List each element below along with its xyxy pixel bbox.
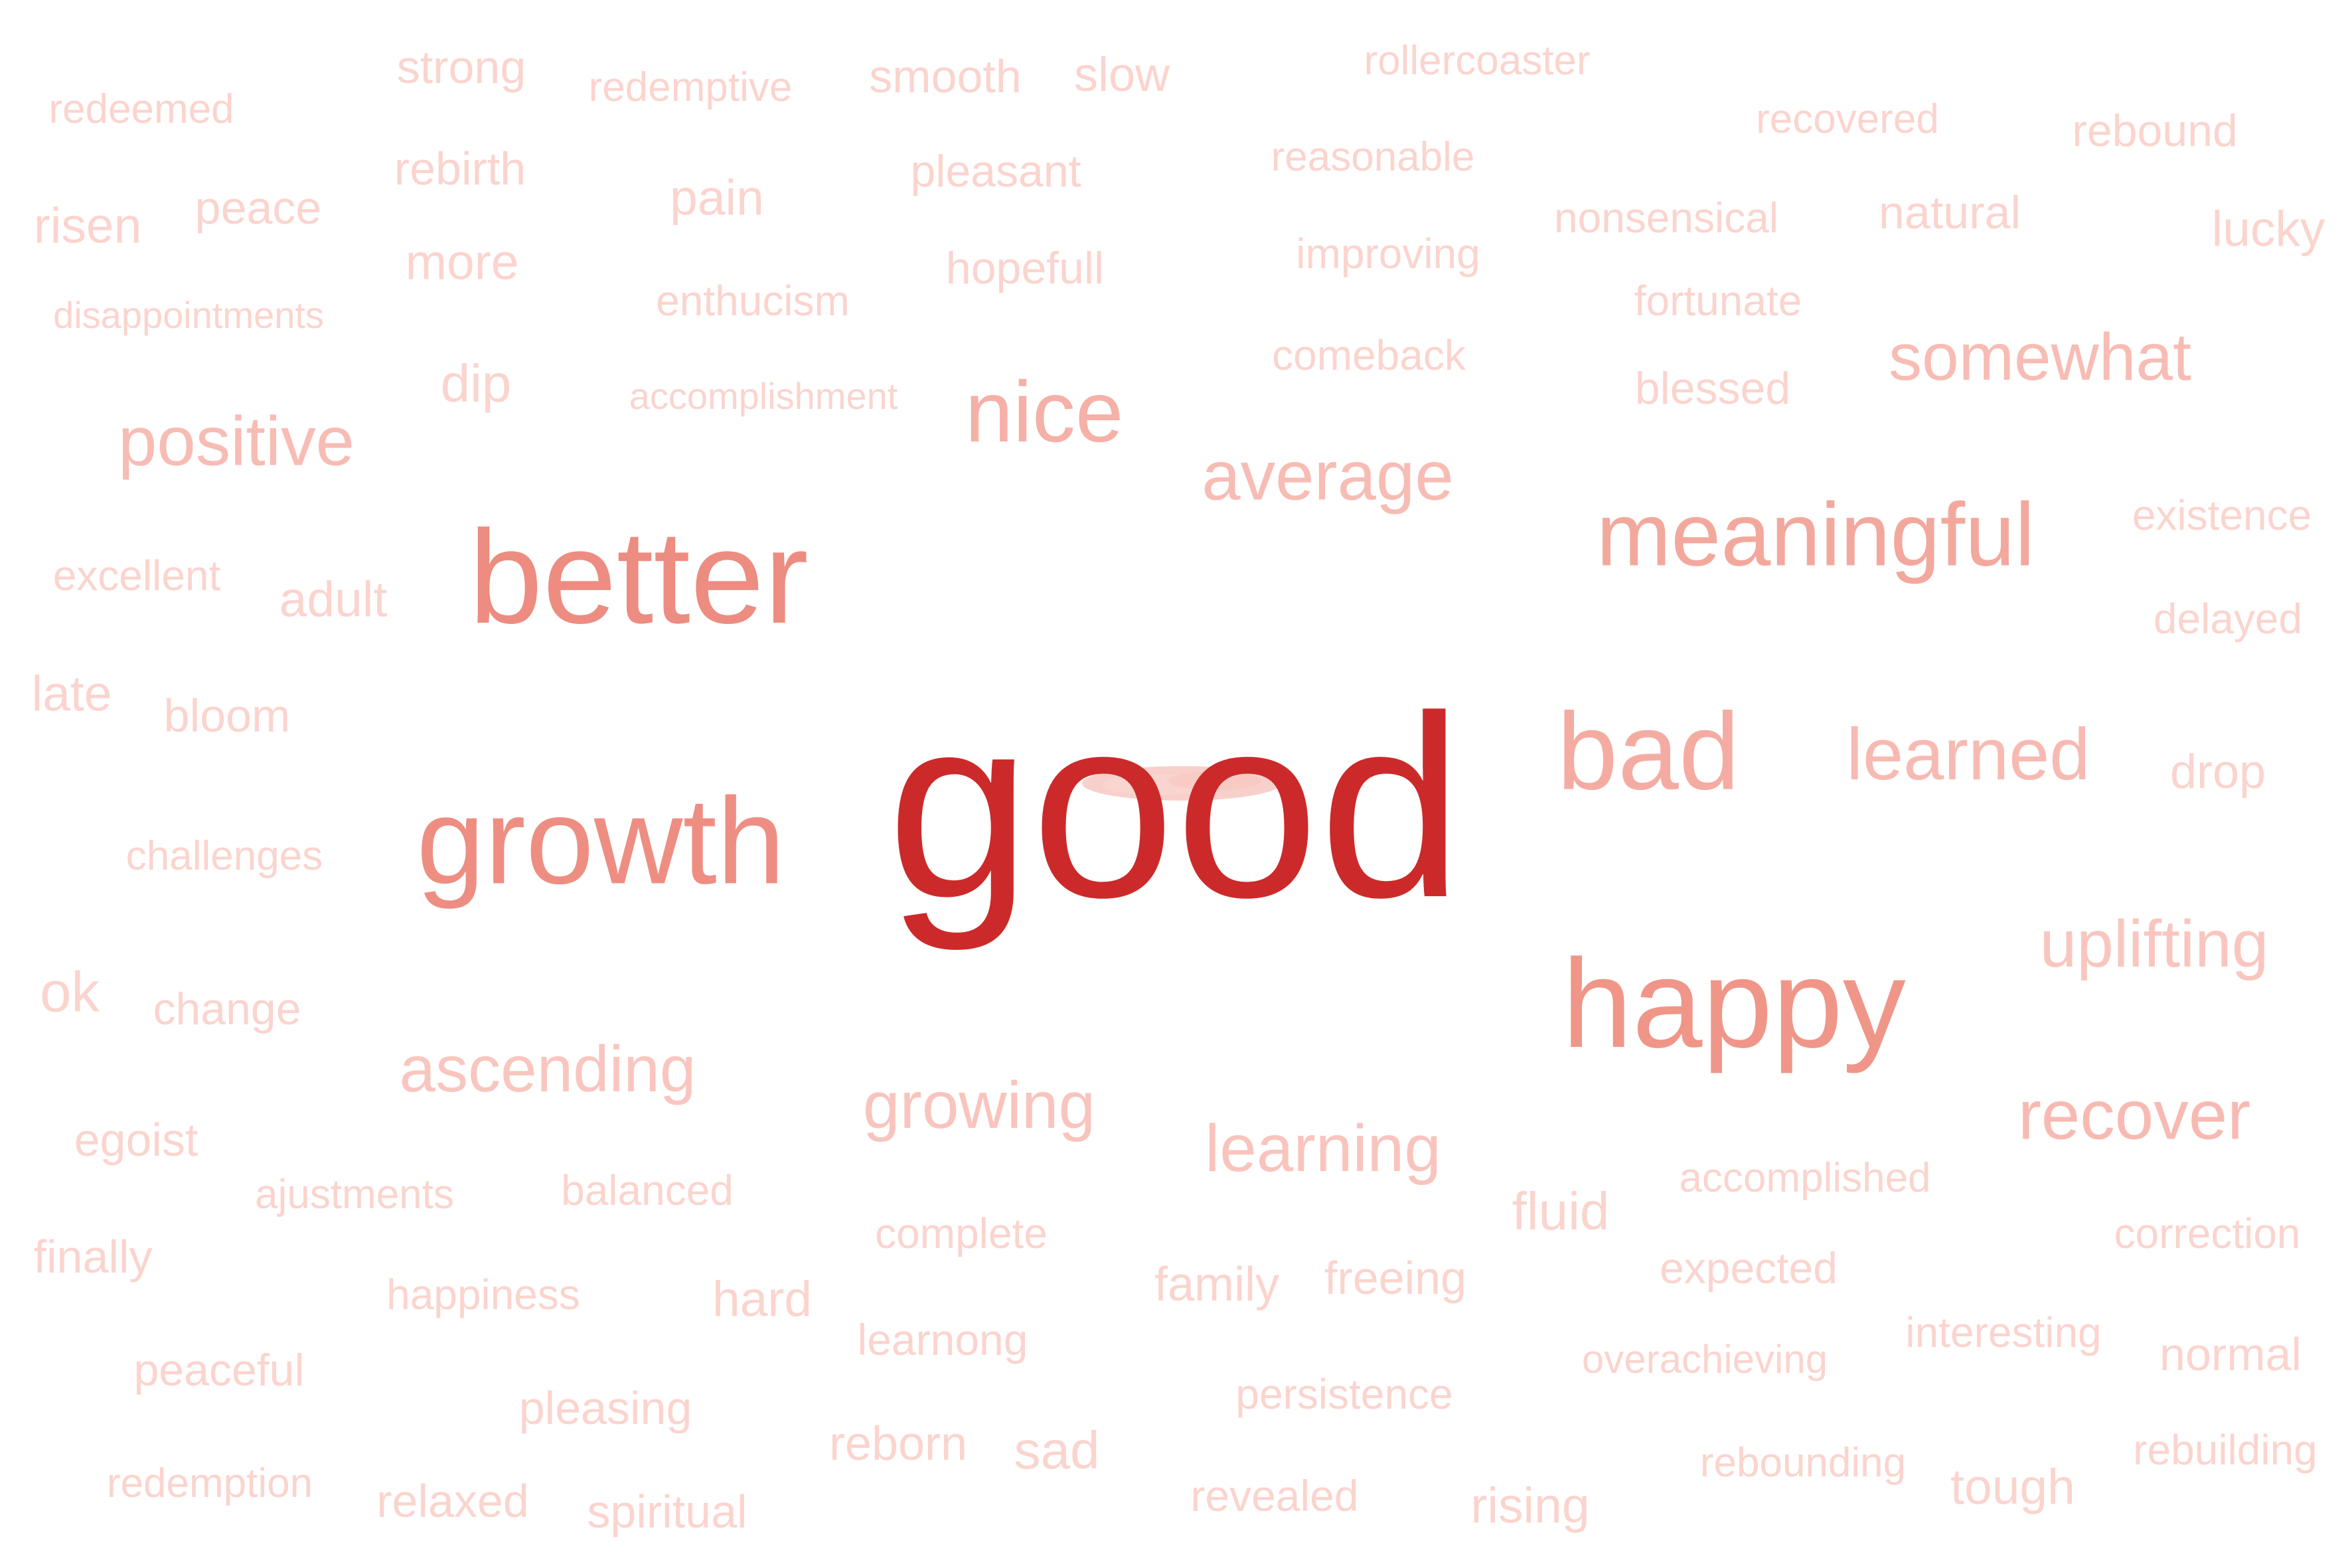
word-improving: improving — [1296, 230, 1480, 277]
word-ascending: ascending — [399, 1032, 696, 1105]
word-dip: dip — [440, 354, 512, 413]
word-blessed: blessed — [1634, 363, 1791, 414]
word-hopefull: hopefull — [945, 243, 1105, 293]
word-redemptive: redemptive — [588, 64, 793, 110]
word-rebounding: rebounding — [1699, 1440, 1907, 1486]
word-reasonable: reasonable — [1271, 134, 1475, 180]
word-existence: existence — [2132, 491, 2312, 539]
word-redemption: redemption — [106, 1460, 313, 1506]
word-expected: expected — [1660, 1243, 1838, 1293]
word-tough: tough — [1950, 1458, 2075, 1515]
word-comeback: comeback — [1272, 331, 1466, 379]
word-slow: slow — [1073, 48, 1170, 102]
word-happy: happy — [1562, 933, 1906, 1074]
word-balanced: balanced — [561, 1166, 734, 1214]
word-recovered: recovered — [1756, 96, 1939, 142]
word-redeemed: redeemed — [48, 86, 234, 132]
word-persistence: persistence — [1235, 1370, 1453, 1418]
word-average: average — [1202, 437, 1454, 515]
word-sad: sad — [1014, 1421, 1100, 1480]
word-nice: nice — [965, 363, 1124, 460]
word-delayed: delayed — [2153, 595, 2303, 643]
word-learned: learned — [1846, 714, 2090, 795]
word-risen: risen — [33, 197, 142, 254]
word-adult: adult — [279, 571, 388, 627]
word-somewhat: somewhat — [1889, 320, 2191, 394]
word-strong: strong — [396, 41, 526, 93]
word-better: better — [469, 503, 809, 651]
word-interesting: interesting — [1905, 1308, 2102, 1356]
word-bad: bad — [1557, 690, 1740, 813]
word-normal: normal — [2159, 1328, 2302, 1380]
word-pleasant: pleasant — [910, 146, 1081, 196]
word-revealed: revealed — [1190, 1471, 1359, 1520]
word-uplifting: uplifting — [2039, 907, 2269, 981]
word-bloom: bloom — [163, 690, 291, 742]
word-smooth: smooth — [869, 50, 1022, 102]
word-correction: correction — [2114, 1210, 2301, 1257]
word-natural: natural — [1878, 187, 2021, 238]
word-accomplished: accomplished — [1679, 1155, 1931, 1201]
word-nonsensical: nonsensical — [1554, 194, 1778, 242]
word-meaningful: meaningful — [1596, 484, 2035, 585]
word-spiritual: spiritual — [587, 1486, 747, 1537]
word-pleasing: pleasing — [518, 1382, 692, 1434]
word-overachieving: overachieving — [1581, 1337, 1828, 1381]
word-rollercoaster: rollercoaster — [1364, 38, 1591, 84]
word-complete: complete — [875, 1210, 1048, 1257]
word-excellent: excellent — [52, 552, 221, 599]
word-rebirth: rebirth — [394, 143, 526, 195]
word-fortunate: fortunate — [1634, 277, 1802, 325]
word-disappointments: disappointments — [53, 294, 324, 336]
word-positive: positive — [118, 402, 355, 481]
word-rebound: rebound — [2072, 106, 2238, 156]
overlapping-small-words — [1082, 766, 1281, 801]
word-ok: ok — [40, 961, 100, 1024]
word-egoist: egoist — [74, 1114, 198, 1166]
word-reborn: reborn — [828, 1417, 968, 1470]
word-relaxed: relaxed — [376, 1475, 529, 1527]
word-fluid: fluid — [1512, 1182, 1610, 1241]
word-drop: drop — [2169, 745, 2266, 799]
word-learning: learning — [1205, 1111, 1441, 1186]
word-happiness: happiness — [386, 1271, 580, 1318]
word-peace: peace — [195, 182, 322, 234]
word-accomplishment: accomplishment — [629, 375, 898, 417]
word-family: family — [1154, 1258, 1280, 1311]
word-hard: hard — [712, 1271, 813, 1327]
word-freeing: freeing — [1324, 1252, 1467, 1304]
word-challenges: challenges — [125, 833, 323, 879]
word-lucky: lucky — [2211, 200, 2325, 257]
word-recover: recover — [2017, 1076, 2251, 1154]
word-ajustments: ajustments — [255, 1172, 454, 1217]
word-more: more — [405, 234, 519, 290]
word-finally: finally — [33, 1231, 153, 1283]
word-rebuilding: rebuilding — [2133, 1426, 2317, 1474]
word-peaceful: peaceful — [133, 1345, 305, 1395]
word-growth: growth — [416, 773, 785, 910]
word-late: late — [31, 665, 112, 722]
word-pain: pain — [670, 169, 764, 226]
word-good: good — [887, 662, 1463, 951]
word-growing: growing — [862, 1068, 1096, 1142]
word-change: change — [153, 984, 301, 1034]
word-learnong: learnong — [857, 1315, 1028, 1364]
word-rising: rising — [1470, 1477, 1590, 1533]
word-enthucism: enthucism — [656, 277, 850, 325]
